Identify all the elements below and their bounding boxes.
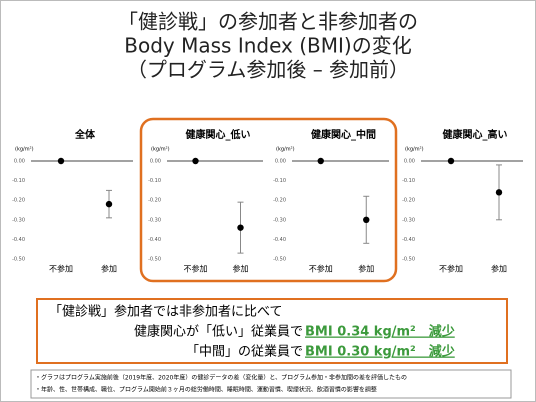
chart-title: 健康関心_高い — [443, 128, 508, 141]
x-tick-label: 不参加 — [439, 264, 463, 274]
y-tick-label: -0.10 — [12, 178, 25, 184]
title-line: 「健診戦」の参加者と非参加者の — [118, 10, 418, 34]
chart-title: 健康関心_低い — [186, 128, 251, 141]
x-tick-label: 参加 — [101, 264, 117, 274]
highlight-frame — [139, 117, 398, 283]
y-tick-label: -0.20 — [402, 198, 415, 204]
summary-highlight: BMI 0.34 kg/m² 減少 — [305, 324, 455, 340]
y-tick-label: 0.00 — [150, 159, 161, 165]
x-tick-label: 参加 — [491, 264, 507, 274]
y-tick-label: -0.30 — [273, 217, 286, 223]
point — [317, 157, 324, 165]
footnote: ・グラフはプログラム実施前後（2019年度、2020年度）の健診データの差（変化… — [35, 374, 407, 382]
y-tick-label: -0.20 — [148, 198, 161, 204]
y-tick-label: -0.50 — [12, 257, 25, 263]
point — [192, 157, 199, 165]
footnote-frame — [30, 369, 512, 399]
chart-title: 全体 — [74, 128, 96, 141]
y-tick-label: -0.40 — [148, 237, 161, 243]
y-tick-label: 0.00 — [14, 159, 25, 165]
y-tick-label: -0.50 — [148, 257, 161, 263]
y-tick-label: -0.10 — [148, 178, 161, 184]
y-tick-label: -0.40 — [402, 237, 415, 243]
y-tick-label: -0.20 — [273, 198, 286, 204]
y-tick-label: -0.40 — [273, 237, 286, 243]
y-tick-label: -0.20 — [12, 198, 25, 204]
y-tick-label: 0.00 — [404, 159, 415, 165]
x-tick-label: 不参加 — [184, 264, 208, 274]
point — [447, 157, 455, 165]
y-tick-label: -0.10 — [273, 178, 286, 184]
y-tick-label: -0.30 — [402, 217, 415, 223]
x-tick-label: 参加 — [358, 264, 374, 274]
summary-highlight: BMI 0.30 kg/m² 減少 — [305, 344, 455, 360]
y-tick-label: -0.50 — [402, 257, 415, 263]
x-tick-label: 参加 — [233, 264, 249, 274]
summary-text: 健康関心が「低い」従業員で — [134, 324, 303, 340]
point — [57, 157, 65, 165]
point — [363, 216, 370, 223]
point — [237, 224, 244, 231]
title-line: Body Mass Index (BMI)の変化 — [124, 34, 411, 58]
y-tick-label: -0.30 — [148, 217, 161, 223]
x-tick-label: 不参加 — [309, 264, 333, 274]
point — [105, 200, 113, 208]
summary-text: 「中間」の従業員で — [186, 344, 303, 360]
title-line: （プログラム参加後 – 参加前） — [127, 58, 409, 82]
chart-title: 健康関心_中間 — [311, 128, 376, 141]
y-tick-label: -0.10 — [402, 178, 415, 184]
y-tick-label: 0.00 — [275, 159, 286, 165]
y-tick-label: -0.40 — [12, 237, 25, 243]
unit-label: (kg/m²) — [15, 147, 34, 153]
x-tick-label: 不参加 — [49, 264, 73, 274]
summary-text: 「健診戦」参加者では非参加者に比べて — [49, 304, 282, 320]
y-tick-label: -0.30 — [12, 217, 25, 223]
unit-label: (kg/m²) — [405, 147, 424, 153]
summary-frame — [36, 298, 508, 364]
unit-label: (kg/m²) — [276, 147, 295, 153]
y-tick-label: -0.50 — [273, 257, 286, 263]
footnote: ・年齢、性、世帯構成、職位、プログラム開始前３ヶ月の総労働時間、睡眠時間、運動習… — [35, 386, 377, 394]
unit-label: (kg/m²) — [151, 147, 170, 153]
point — [495, 189, 503, 196]
